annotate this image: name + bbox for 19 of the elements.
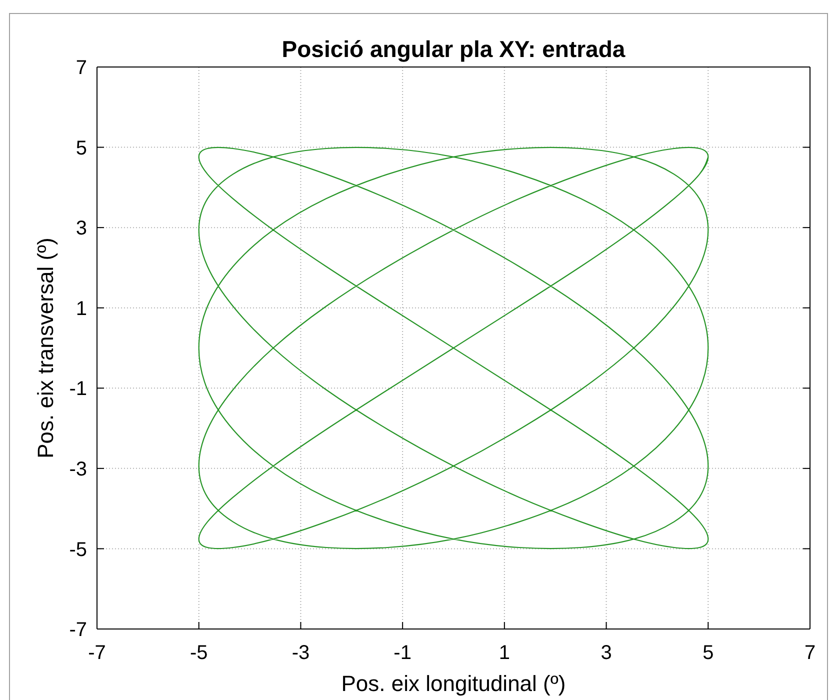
y-axis-title: Pos. eix transversal (º) — [33, 238, 58, 458]
x-tick-label: 5 — [702, 642, 714, 664]
y-tick-label: 5 — [76, 137, 87, 160]
y-tick-label: -7 — [69, 619, 87, 642]
x-tick-label: 7 — [804, 642, 816, 664]
y-tick-label: 3 — [76, 218, 87, 240]
x-tick-label: -3 — [292, 642, 310, 664]
x-tick-label: -1 — [394, 642, 412, 664]
y-tick-label: 7 — [76, 57, 87, 80]
y-tick-label: -3 — [69, 458, 87, 481]
x-tick-label: 1 — [498, 642, 510, 664]
y-tick-label: 1 — [76, 298, 87, 320]
x-tick-label: -5 — [190, 642, 208, 664]
x-axis-title: Pos. eix longitudinal (º) — [341, 671, 566, 696]
x-tick-label: 3 — [600, 642, 612, 664]
y-tick-label: -5 — [69, 538, 87, 561]
y-tick-label: -1 — [69, 378, 87, 400]
line-series — [198, 146, 709, 548]
chart-title: Posició angular pla XY: entrada — [282, 36, 626, 62]
